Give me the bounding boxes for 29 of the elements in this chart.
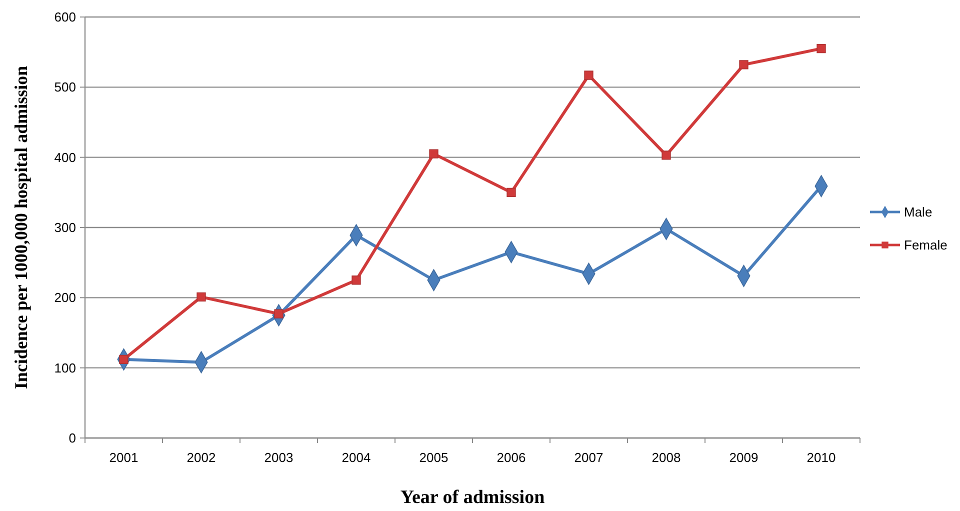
point [429,149,438,158]
y-tick-label: 100 [54,360,76,376]
x-tick-label: 2007 [574,450,604,465]
point [196,292,206,302]
point [662,150,671,160]
x-tick-label: 2003 [264,450,294,465]
y-axis-title: Incidence per 1000,000 hospital admission [11,66,31,390]
x-tick-label: 2005 [419,450,448,465]
y-tick-label: 400 [54,150,76,165]
point [352,276,361,285]
point [816,44,826,54]
y-tick-label: 200 [54,290,76,306]
legend-label: Female [904,238,948,253]
legend-label: Male [904,204,932,220]
x-tick-label: 2002 [186,450,216,465]
x-tick-label: 2010 [806,450,836,465]
x-tick-label: 2009 [729,450,758,465]
point [584,70,594,80]
point [506,188,516,197]
x-axis-title: Year of admission [400,487,546,508]
y-tick-label: 500 [54,80,76,95]
y-tick-label: 0 [68,430,76,446]
point [739,60,748,70]
x-tick-label: 2004 [342,450,371,465]
x-tick-label: 2006 [496,450,526,465]
x-tick-label: 2008 [652,450,681,465]
x-tick-label: 2001 [109,450,138,465]
y-tick-label: 600 [54,10,76,25]
y-tick-label: 300 [54,220,76,236]
